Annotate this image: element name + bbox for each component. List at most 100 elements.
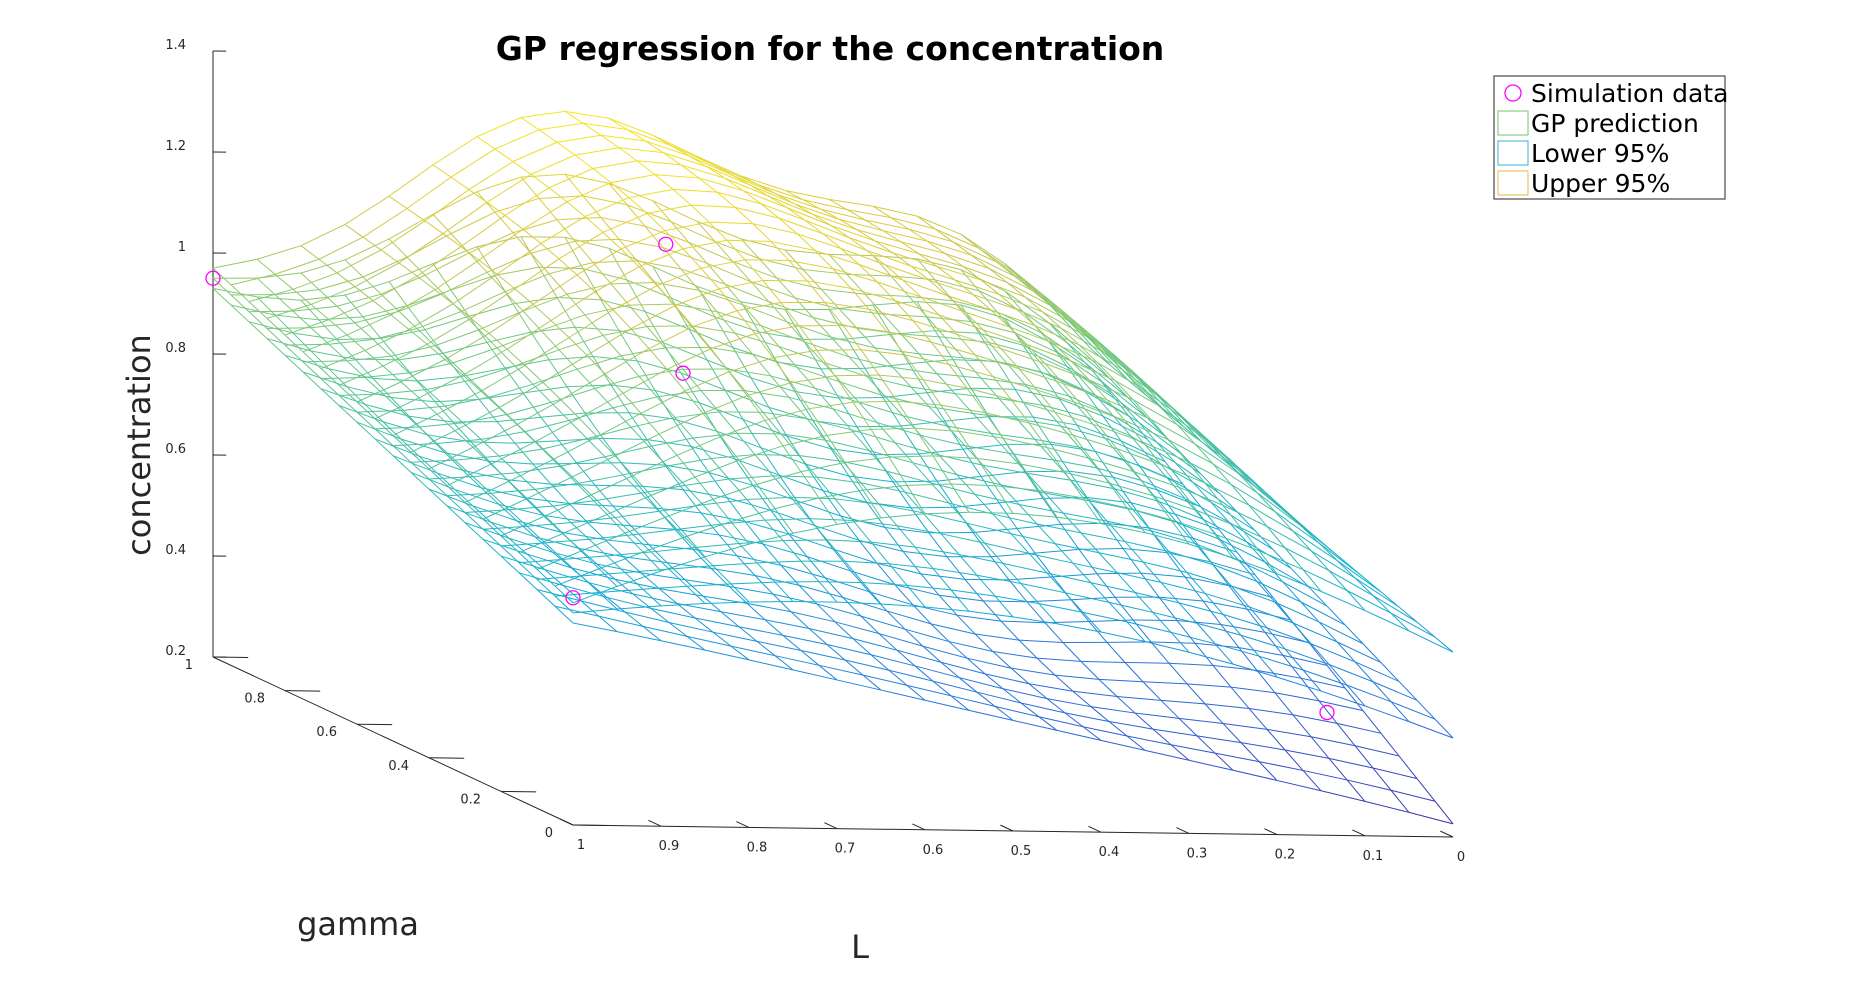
mesh-line [468,303,514,317]
mesh-line [318,236,364,260]
mesh-line [684,371,730,392]
mesh-line [1264,561,1284,583]
mesh-line [718,534,738,557]
mesh-line [862,582,908,586]
mesh-line [624,611,670,623]
mesh-line [990,552,1036,558]
mesh-line [804,219,850,238]
mesh-line [1218,492,1238,513]
mesh-line [886,331,932,343]
mesh-line [916,258,962,271]
mesh-line [480,364,526,392]
mesh-line [1016,528,1036,554]
mesh-line [1044,492,1090,502]
mesh-line [1002,688,1048,700]
mesh-line [950,483,996,487]
mesh-line [552,436,598,460]
mesh-line [550,388,596,403]
mesh-line [1178,717,1198,737]
mesh-line [1186,460,1232,485]
mesh-line [548,187,568,203]
mesh-line [1006,363,1026,385]
mesh-line [698,402,744,420]
mesh-line [1222,504,1268,527]
mesh-line [860,615,906,630]
mesh-line [684,579,730,587]
mesh-line [442,352,462,377]
mesh-line [612,285,658,311]
mesh-line [1372,767,1392,791]
mesh-line [574,154,594,169]
mesh-line [1218,529,1238,553]
mesh-line [1212,665,1232,688]
mesh-line [926,387,972,394]
mesh-line [792,601,838,603]
mesh-line [888,669,934,682]
mesh-line [818,489,864,499]
mesh-line [842,325,862,350]
mesh-line [1248,707,1294,716]
mesh-line [356,411,376,430]
mesh-line [248,288,294,303]
mesh-line [936,475,982,482]
mesh-line [684,478,730,486]
mesh-line [542,514,588,523]
mesh-line [584,314,604,336]
mesh-line [1274,601,1320,623]
mesh-line [356,409,402,413]
mesh-line [586,328,632,356]
mesh-line [1056,729,1102,741]
mesh-line [1282,581,1302,603]
mesh-line [1346,684,1366,707]
mesh-line [666,457,712,467]
mesh-line [580,600,626,613]
mesh-line [428,446,474,470]
mesh-line [1302,669,1348,686]
mesh-line [1046,698,1092,708]
mesh-line [488,333,508,350]
mesh-line [830,336,850,358]
mesh-line [692,432,738,439]
mesh-line [450,211,496,235]
mesh-line [346,360,366,378]
mesh-line [822,361,868,377]
mesh-line [1336,641,1382,664]
mesh-line [1380,662,1400,682]
mesh-line [912,462,958,476]
mesh-line [818,581,864,584]
mesh-line [580,532,626,552]
mesh-line [654,174,674,190]
mesh-line [1104,522,1124,549]
mesh-line [1282,654,1328,666]
mesh-line [838,308,858,329]
mesh-line [1354,661,1374,683]
mesh-line [702,395,748,414]
mesh-line [1084,362,1104,383]
mesh-line [1328,758,1348,781]
mesh-line [1038,490,1084,499]
mesh-line [924,606,970,612]
mesh-line [1362,710,1382,734]
mesh-line [980,279,1000,295]
mesh-line [1010,533,1030,554]
mesh-line [882,397,902,427]
mesh-line [554,605,600,617]
mesh-line [780,564,826,579]
mesh-line [464,502,484,520]
mesh-line [1174,513,1194,539]
mesh-line [594,484,640,487]
mesh-line [904,491,950,504]
mesh-line [930,341,976,356]
mesh-line [822,233,842,249]
mesh-line [442,233,462,247]
mesh-line [1160,582,1180,604]
mesh-line [504,187,550,216]
mesh-line [464,512,484,530]
mesh-line [782,634,828,646]
mesh-line [672,303,718,313]
mesh-line [446,463,492,487]
mesh-line [730,581,776,585]
mesh-line [974,354,1020,370]
legend-box [1493,75,1726,200]
mesh-line [1026,344,1072,362]
